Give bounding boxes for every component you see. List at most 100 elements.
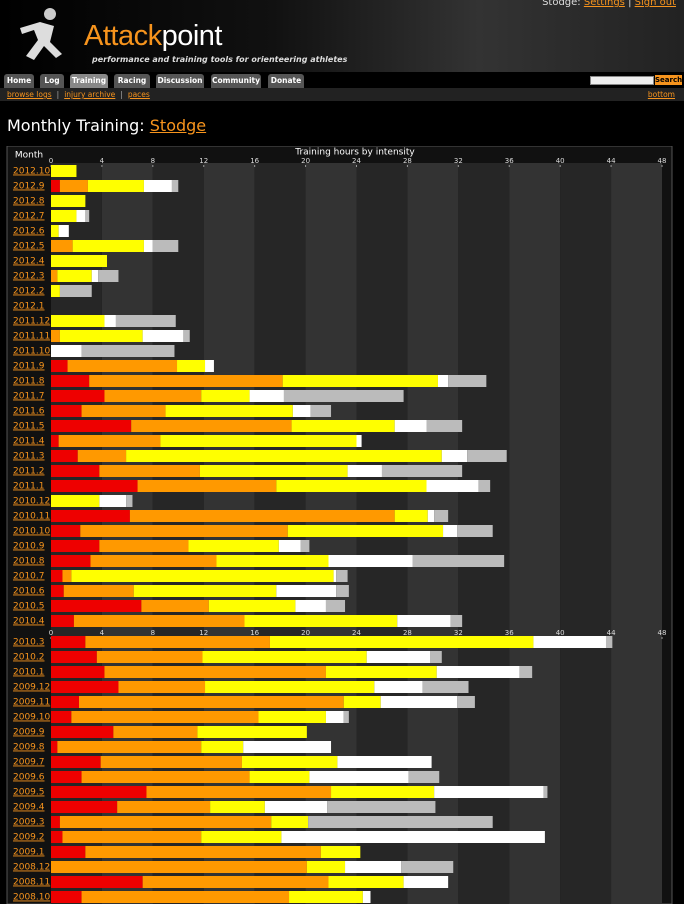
category-link[interactable]: 2009.12 [13, 683, 50, 693]
bar-segment [292, 405, 311, 417]
bar-segment [401, 861, 454, 873]
subnav-link[interactable]: paces [127, 90, 150, 99]
bar-segment [197, 726, 307, 738]
category-link[interactable]: 2008.10 [13, 893, 50, 903]
category-link[interactable]: 2012.5 [13, 242, 45, 252]
bar-segment [336, 570, 348, 582]
search-button[interactable]: Search [655, 75, 683, 85]
bar-segment [310, 405, 332, 417]
bar-segment [96, 651, 203, 663]
category-link[interactable]: 2011.5 [13, 422, 45, 432]
bar-segment [51, 861, 307, 873]
category-link[interactable]: 2008.11 [13, 878, 50, 888]
bar-segment [104, 315, 116, 327]
logo[interactable]: Attackpoint [84, 20, 222, 53]
x-tick-label: 32 [454, 629, 463, 637]
bar-segment [104, 666, 326, 678]
bar-segment [208, 600, 296, 612]
settings-link[interactable]: Settings [583, 0, 625, 8]
nav-bar: Search Home Log Training Racing Discussion Co… [0, 73, 684, 88]
bar-segment [328, 555, 413, 567]
category-link[interactable]: 2012.7 [13, 212, 45, 222]
category-link[interactable]: 2009.6 [13, 773, 45, 783]
bottom-link[interactable]: bottom [647, 90, 675, 99]
category-link[interactable]: 2012.3 [13, 272, 45, 282]
category-link[interactable]: 2008.12 [13, 863, 50, 873]
bar-segment [85, 210, 90, 222]
category-link[interactable]: 2010.4 [13, 617, 45, 627]
bar-segment [51, 876, 143, 888]
category-link[interactable]: 2011.12 [13, 317, 50, 327]
category-link[interactable]: 2011.3 [13, 452, 45, 462]
nav-tab[interactable]: Donate [268, 74, 304, 88]
category-link[interactable]: 2010.9 [13, 542, 45, 552]
category-link[interactable]: 2011.10 [13, 347, 50, 357]
category-link[interactable]: 2009.2 [13, 833, 45, 843]
category-link[interactable]: 2011.8 [13, 377, 45, 387]
category-link[interactable]: 2012.2 [13, 287, 45, 297]
category-link[interactable]: 2010.10 [13, 527, 50, 537]
search-input[interactable] [590, 76, 654, 85]
category-link[interactable]: 2011.7 [13, 392, 45, 402]
category-link[interactable]: 2010.7 [13, 572, 45, 582]
category-link[interactable]: 2010.5 [13, 602, 45, 612]
bar-segment [91, 270, 99, 282]
nav-tab[interactable]: Log [40, 74, 64, 88]
category-link[interactable]: 2012.4 [13, 257, 45, 267]
bar-segment [51, 405, 82, 417]
bar-segment [325, 666, 437, 678]
user-link[interactable]: Stodge [149, 116, 207, 135]
subnav-link[interactable]: injury archive [64, 90, 116, 99]
category-link[interactable]: 2012.9 [13, 182, 45, 192]
x-tick-label: 32 [454, 157, 463, 165]
category-link[interactable]: 2010.6 [13, 587, 45, 597]
category-link[interactable]: 2012.1 [13, 302, 45, 312]
bar-segment [51, 726, 114, 738]
nav-tab[interactable]: Discussion [156, 74, 204, 88]
x-tick-label: 20 [301, 157, 310, 165]
x-tick-label: 40 [556, 157, 565, 165]
x-tick-label: 16 [250, 157, 259, 165]
category-link[interactable]: 2010.2 [13, 653, 45, 663]
category-link[interactable]: 2012.6 [13, 227, 45, 237]
bar-segment [62, 570, 72, 582]
bar-segment [51, 891, 82, 903]
bar-segment [117, 801, 211, 813]
nav-tab[interactable]: Community [211, 74, 261, 88]
bar-segment [51, 831, 63, 843]
user-bar: Stodge: Settings | Sign out [542, 0, 676, 8]
category-link[interactable]: 2009.8 [13, 743, 45, 753]
category-link[interactable]: 2009.10 [13, 713, 50, 723]
category-link[interactable]: 2011.2 [13, 467, 45, 477]
nav-tab[interactable]: Training [70, 74, 108, 88]
bar-segment [397, 615, 451, 627]
category-link[interactable]: 2010.3 [13, 638, 45, 648]
bar-segment [142, 330, 184, 342]
category-link[interactable]: 2009.9 [13, 728, 45, 738]
category-link[interactable]: 2009.3 [13, 818, 45, 828]
bar-segment [380, 696, 458, 708]
category-link[interactable]: 2011.11 [13, 332, 50, 342]
category-link[interactable]: 2012.10 [13, 167, 50, 177]
nav-tab[interactable]: Home [4, 74, 34, 88]
nav-tab[interactable]: Racing [114, 74, 150, 88]
category-link[interactable]: 2009.5 [13, 788, 45, 798]
category-link[interactable]: 2012.8 [13, 197, 45, 207]
category-link[interactable]: 2009.11 [13, 698, 50, 708]
category-link[interactable]: 2011.9 [13, 362, 45, 372]
category-link[interactable]: 2010.11 [13, 512, 50, 522]
category-link[interactable]: 2010.1 [13, 668, 45, 678]
subnav-link[interactable]: browse logs [7, 90, 52, 99]
category-link[interactable]: 2011.4 [13, 437, 45, 447]
sign-out-link[interactable]: Sign out [634, 0, 676, 8]
category-link[interactable]: 2011.6 [13, 407, 45, 417]
bar-segment [177, 360, 206, 372]
category-link[interactable]: 2010.12 [13, 497, 50, 507]
category-link[interactable]: 2009.4 [13, 803, 45, 813]
category-link[interactable]: 2009.7 [13, 758, 45, 768]
category-link[interactable]: 2009.1 [13, 848, 45, 858]
bar-segment [59, 285, 92, 297]
category-link[interactable]: 2011.1 [13, 482, 45, 492]
bar-segment [51, 210, 77, 222]
category-link[interactable]: 2010.8 [13, 557, 45, 567]
